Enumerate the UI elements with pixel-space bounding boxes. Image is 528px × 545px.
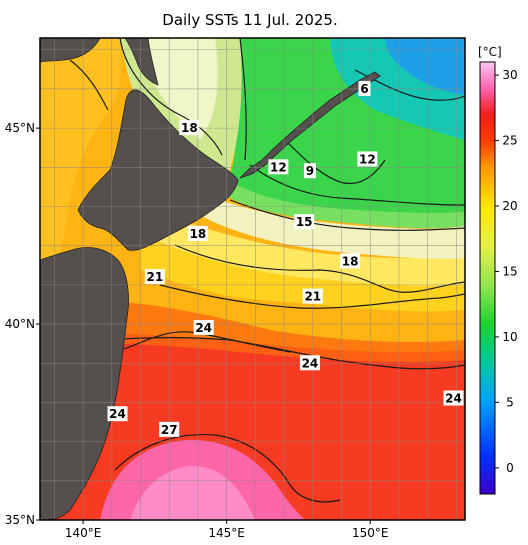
color-bar-unit: [°C] [478,45,502,59]
axis-ticks: 140°E 145°E 150°E 45°N 40°N 35°N [5,121,389,540]
contour-label-text: 21 [304,290,321,304]
contour-label: 15 [294,214,315,230]
contour-label-box [294,214,315,230]
contour-label: 24 [107,406,128,422]
contour-label-text: 24 [195,321,212,335]
contour-label-text: 9 [306,164,314,178]
contour-labels: 6 18 12 9 12 15 18 18 21 21 24 24 24 24 27 [107,80,464,437]
contour-label-box [268,159,289,175]
japan-sea-field [40,38,122,310]
contour-label: 9 [303,163,316,179]
lon-tick-label: 150°E [352,526,389,540]
contour-9 [284,139,386,184]
contour-12 [249,164,465,206]
contour-label-box [144,269,165,285]
contour-21 [159,284,465,309]
map-title: Daily SSTs 11 Jul. 2025. [162,11,338,29]
contour-12-north [239,38,247,161]
contour-label-box [443,390,464,406]
lat-tick-label: 35°N [5,513,35,527]
map-field [40,38,465,520]
contour-label-text: 12 [270,160,287,174]
contour-label-box [303,163,316,179]
cool-zone-light-green [225,182,465,229]
contour-label-box [179,120,200,136]
lat-tick-label: 40°N [5,317,35,331]
contour-24-japansea [69,59,109,111]
contour-label-box [357,151,378,167]
contour-label: 27 [159,421,180,437]
color-bar: [°C] 0 5 10 15 20 25 30 [478,45,518,495]
contour-label-text: 15 [296,215,313,229]
contour-18 [174,244,465,293]
kuril-islands [239,71,381,179]
map-frame [39,37,466,521]
cold-core-blue [385,38,465,95]
contour-label-text: 27 [161,423,178,437]
color-bar-tick-label: 0 [506,461,514,475]
color-bar-tick-label: 10 [502,330,517,344]
contour-label: 12 [268,159,289,175]
contour-label-text: 24 [109,407,126,421]
color-bar-tick-label: 25 [502,134,517,148]
contour-label: 24 [443,390,464,406]
color-bar-tick-label: 30 [502,68,517,82]
contour-label: 18 [179,120,200,136]
contour-label: 18 [187,225,208,241]
honshu [40,247,129,520]
contour-label-box [159,421,180,437]
contour-15 [229,199,465,231]
lon-tick-label: 140°E [65,526,102,540]
contour-label: 24 [193,319,214,335]
contour-27 [114,433,341,503]
contour-label-text: 21 [147,270,164,284]
contour-label-box [302,288,323,304]
contour-label-text: 6 [360,82,368,96]
contour-label: 21 [302,288,323,304]
contour-label-text: 12 [359,152,376,166]
color-bar-tick-label: 20 [502,199,517,213]
contour-label-box [107,406,128,422]
contour-label-text: 24 [302,356,319,370]
contour-label-box [187,225,208,241]
color-bar-scale [479,61,496,495]
grid-lines [40,38,465,520]
color-bar-tick-label: 5 [506,395,514,409]
contour-label-box [299,355,320,371]
contour-label-text: 18 [342,254,359,268]
contour-label: 21 [144,269,165,285]
color-bar-ticks: 0 5 10 15 20 25 30 [495,68,518,475]
contour-18-north [119,38,223,156]
contour-label-text: 18 [181,121,198,135]
contour-label: 6 [358,80,371,96]
contour-label-box [193,319,214,335]
contour-label: 18 [340,253,361,269]
contour-label: 24 [299,355,320,371]
contour-label-box [358,80,371,96]
warm-zone-orange [40,299,465,363]
contour-label-box [340,253,361,269]
lat-tick-label: 45°N [5,121,35,135]
color-bar-tick-label: 15 [502,264,517,278]
contour-label-text: 24 [445,392,462,406]
yellow-light-band [150,210,465,286]
contour-label-text: 18 [190,227,207,241]
yellow-band [140,235,465,312]
contour-label: 12 [357,151,378,167]
lon-tick-label: 145°E [208,526,245,540]
magenta-core [130,465,255,520]
